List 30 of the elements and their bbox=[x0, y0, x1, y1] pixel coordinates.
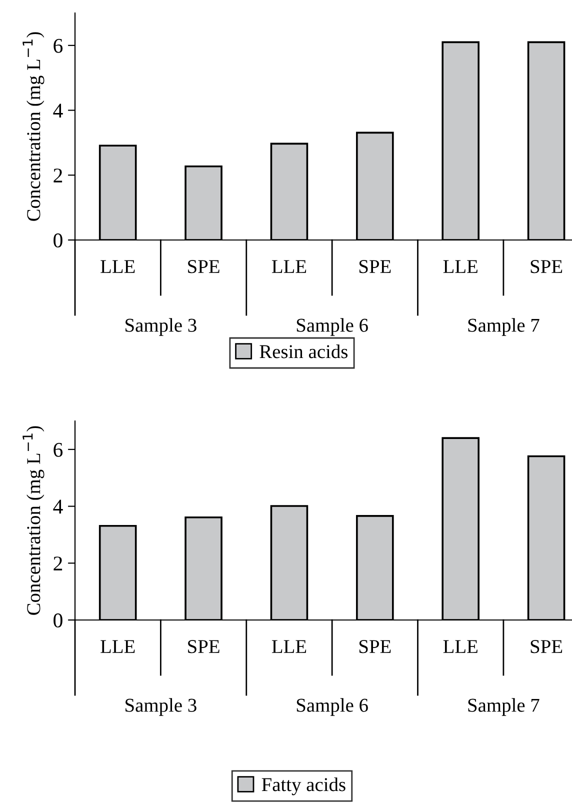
text: Sample 3 bbox=[126, 698, 196, 716]
y-tick-label: 4 bbox=[53, 104, 63, 118]
legend-label: Resin acids bbox=[260, 344, 348, 358]
y-tick-label: 6 bbox=[54, 38, 63, 53]
text: Sample 3 bbox=[126, 318, 196, 336]
y-tick-label: 2 bbox=[54, 168, 62, 182]
x-tick-label: SPE bbox=[530, 260, 562, 274]
y-axis-title: Concentration (mg L$^{−1}$) bbox=[22, 32, 44, 221]
y-tick-label: 4 bbox=[53, 500, 63, 514]
y-tick-label: 2 bbox=[54, 556, 62, 570]
y-tick-label: 0 bbox=[54, 613, 62, 628]
legend-label: Fatty acids bbox=[262, 778, 346, 796]
x-tick-label: SPE bbox=[188, 640, 220, 654]
x-tick-label: LLE bbox=[100, 260, 135, 273]
text: Sample 6 bbox=[296, 698, 368, 716]
x-tick-label: LLE bbox=[100, 640, 135, 653]
y-axis-title: Concentration (mg L$^{−1}$) bbox=[22, 426, 44, 615]
x-tick-label: SPE bbox=[530, 640, 562, 654]
x-tick-label: LLE bbox=[272, 640, 306, 653]
x-tick-label: SPE bbox=[359, 640, 391, 654]
text: Sample 7 bbox=[468, 698, 540, 716]
y-tick-label: 0 bbox=[54, 233, 62, 248]
y-tick-label: 6 bbox=[54, 442, 63, 457]
text: Sample 6 bbox=[296, 318, 368, 336]
text: Sample 7 bbox=[468, 318, 540, 336]
x-tick-label: LLE bbox=[272, 260, 306, 273]
x-tick-label: LLE bbox=[443, 260, 478, 273]
x-tick-label: LLE bbox=[443, 640, 478, 653]
x-tick-label: SPE bbox=[188, 260, 220, 274]
x-tick-label: SPE bbox=[359, 260, 391, 274]
